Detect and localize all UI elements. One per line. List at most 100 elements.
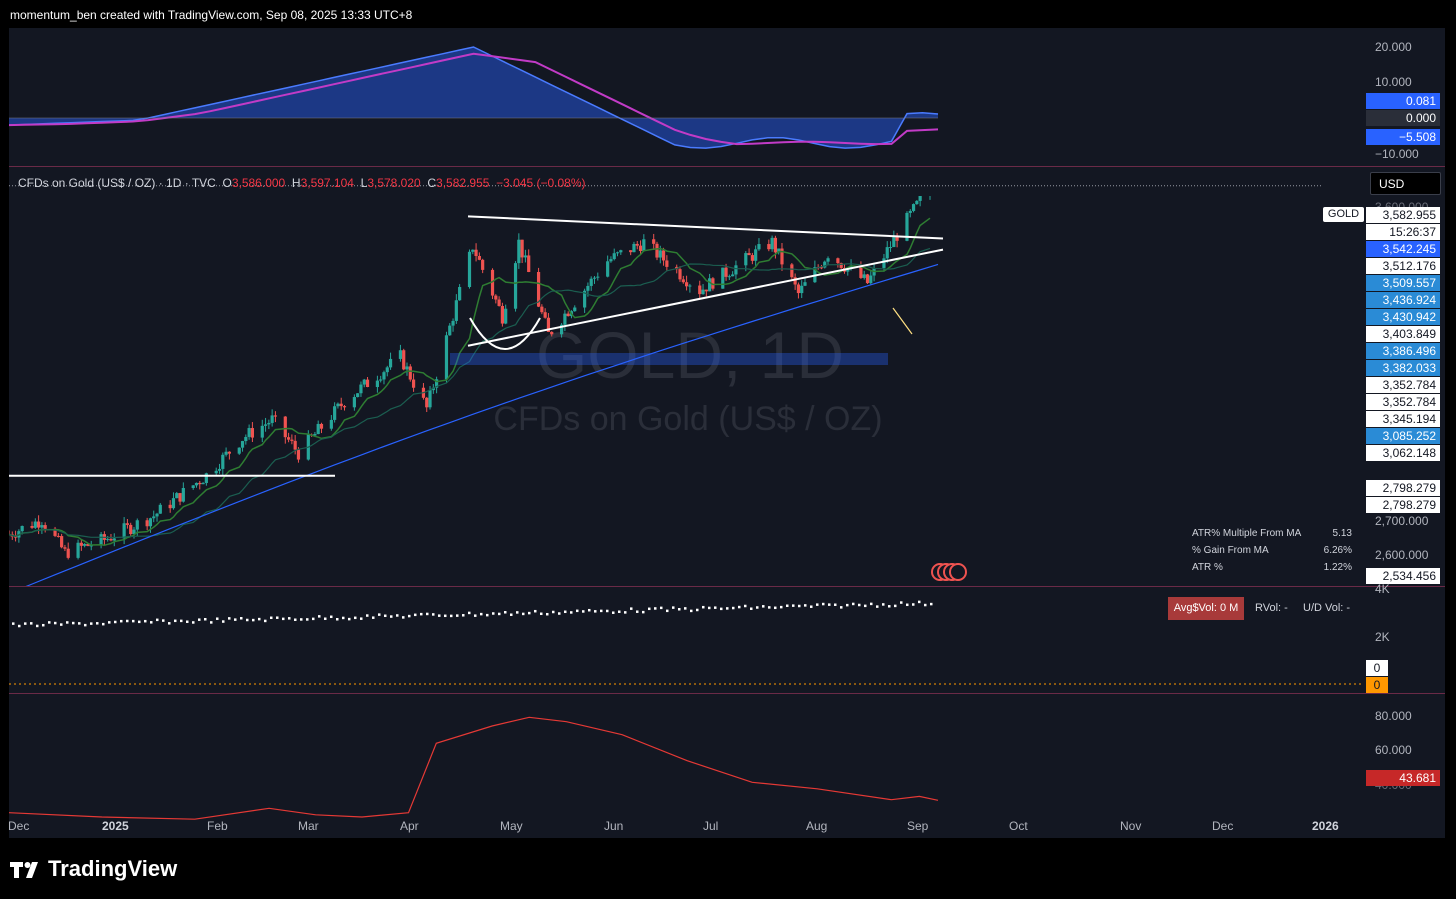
currency-button[interactable]: USD — [1370, 172, 1441, 195]
volume-dot — [54, 621, 57, 625]
volume-dot — [240, 617, 243, 620]
volume-dot — [732, 606, 735, 610]
volume-dot — [426, 612, 429, 616]
trendline — [467, 248, 944, 347]
candle — [37, 515, 41, 535]
candle — [872, 263, 876, 282]
volume-dot — [846, 603, 849, 607]
candle — [869, 271, 873, 285]
volume-dot — [600, 609, 603, 613]
candle — [467, 249, 472, 289]
volume-dot — [588, 608, 591, 612]
candle — [665, 255, 669, 271]
volume-dot — [816, 603, 819, 606]
candle — [757, 238, 761, 251]
volume-dot — [900, 601, 903, 604]
volume-dot — [606, 609, 609, 613]
candle — [477, 252, 481, 261]
volume-dot — [72, 621, 75, 625]
candle — [589, 276, 593, 291]
volume-dot — [204, 618, 207, 621]
volume-dot — [378, 613, 381, 616]
volume-dot — [684, 607, 687, 610]
volume-dot — [306, 618, 309, 621]
footer-brand: TradingView — [10, 856, 177, 882]
candle — [171, 492, 176, 510]
volume-dot — [474, 614, 477, 617]
candle — [803, 278, 807, 287]
volume-dot — [96, 622, 99, 625]
candle — [375, 375, 379, 393]
candle — [286, 432, 291, 443]
volume-dot — [612, 611, 615, 614]
symbol-legend: CFDs on Gold (US$ / OZ) · 1D · TVC O3,58… — [18, 176, 586, 190]
volume-dot — [318, 615, 321, 618]
price-badge: 3,345.194 — [1366, 411, 1440, 427]
volume-dot — [300, 618, 303, 621]
candle — [800, 280, 804, 299]
time-axis-label: Sep — [907, 819, 929, 833]
volume-dot — [120, 619, 123, 623]
candle — [398, 344, 403, 362]
volume-dot — [840, 606, 843, 609]
volume-dot — [582, 610, 585, 613]
candle — [635, 240, 639, 250]
volume-dot — [330, 615, 333, 619]
volume-dot — [276, 616, 279, 619]
candle — [247, 424, 251, 440]
volume-dot — [486, 613, 489, 617]
candle — [385, 365, 389, 377]
volume-dot — [420, 612, 423, 616]
cup-pattern-arc — [469, 317, 541, 350]
candle — [224, 447, 228, 457]
candle — [681, 275, 685, 284]
symbol-tag: GOLD — [1323, 207, 1364, 222]
candle — [826, 256, 830, 265]
volume-dot — [858, 603, 861, 607]
volume-dot — [324, 617, 327, 620]
candle — [408, 364, 412, 382]
candle — [536, 267, 541, 308]
volume-dot — [36, 624, 39, 628]
candle — [836, 257, 840, 268]
candle — [217, 463, 222, 474]
volume-dot — [792, 604, 795, 607]
candle — [260, 419, 264, 443]
candle — [181, 482, 185, 503]
candle — [929, 196, 931, 200]
price-badge: 3,382.033 — [1366, 360, 1440, 376]
volume-dot — [84, 623, 87, 627]
candle — [83, 543, 87, 548]
volume-dot — [762, 605, 765, 608]
candle — [198, 480, 202, 490]
volume-dot — [852, 602, 855, 606]
volume-dot — [636, 610, 639, 613]
candle — [523, 249, 528, 263]
rsi-line — [8, 716, 939, 820]
volume-dot — [198, 618, 201, 621]
stats-table: ATR% Multiple From MA 5.13 % Gain From MA… — [1192, 528, 1352, 579]
volume-dot — [546, 612, 549, 616]
candle — [240, 440, 245, 452]
legend-low: 3,578.020 — [367, 176, 421, 190]
candle — [609, 256, 613, 263]
volume-dot — [906, 603, 909, 607]
volume-dot — [720, 607, 723, 611]
candle — [267, 419, 271, 430]
volume-dot — [552, 610, 555, 614]
volume-dot — [366, 614, 369, 617]
candle — [865, 273, 870, 284]
volume-dot — [432, 613, 435, 616]
volume-dot — [186, 620, 189, 623]
candle — [892, 230, 896, 248]
volume-dot — [78, 622, 81, 625]
candle — [125, 518, 130, 529]
candle — [638, 240, 643, 254]
volume-dot — [522, 612, 525, 616]
candle — [566, 311, 570, 317]
time-axis-label: Jul — [703, 819, 719, 833]
time-axis-label: May — [500, 819, 523, 833]
price-badge: 2,798.279 — [1366, 480, 1440, 496]
credit-text: momentum_ben created with TradingView.co… — [10, 8, 413, 22]
